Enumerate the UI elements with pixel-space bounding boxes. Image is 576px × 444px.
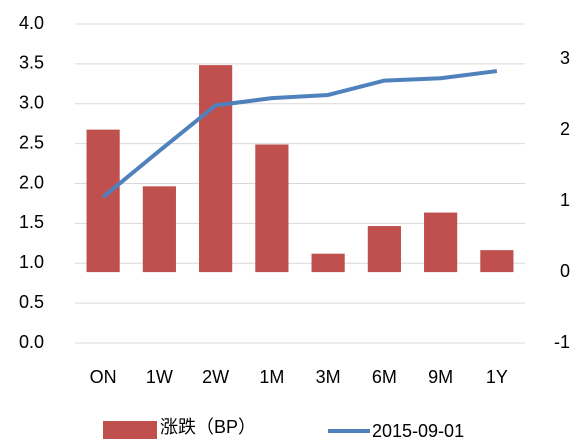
y-tick-label: 0.0 [19, 332, 44, 352]
y2-tick-label: 0 [560, 261, 570, 281]
x-tick-label: 2W [202, 367, 229, 387]
legend-label: 涨跌（BP） [160, 417, 256, 437]
y-tick-label: 0.5 [19, 292, 44, 312]
x-tick-label: 1M [259, 367, 284, 387]
bar [86, 129, 120, 273]
y-tick-label: 2.5 [19, 132, 44, 152]
line [101, 69, 498, 199]
x-tick-label: 1Y [486, 367, 508, 387]
bar [311, 253, 345, 273]
legend-swatch [103, 421, 157, 439]
bar [424, 212, 458, 273]
x-tick-label: 3M [316, 367, 341, 387]
y-tick-label: 3.5 [19, 53, 44, 73]
legend-label: 2015-09-01 [372, 421, 464, 441]
bar [199, 65, 233, 273]
y2-tick-label: 2 [560, 119, 570, 139]
x-tick-label: 6M [372, 367, 397, 387]
bar [142, 186, 176, 273]
y2-tick-label: -1 [554, 332, 570, 352]
x-tick-label: 9M [428, 367, 453, 387]
y-tick-label: 1.0 [19, 252, 44, 272]
y2-tick-label: 3 [560, 48, 570, 68]
bar [367, 226, 401, 273]
y-tick-label: 4.0 [19, 13, 44, 33]
x-tick-label: 1W [146, 367, 173, 387]
y-tick-label: 2.0 [19, 172, 44, 192]
bar [480, 250, 514, 273]
y-tick-label: 3.0 [19, 93, 44, 113]
bar [255, 144, 289, 273]
x-tick-label: ON [90, 367, 117, 387]
y2-tick-label: 1 [560, 190, 570, 210]
y-tick-label: 1.5 [19, 212, 44, 232]
